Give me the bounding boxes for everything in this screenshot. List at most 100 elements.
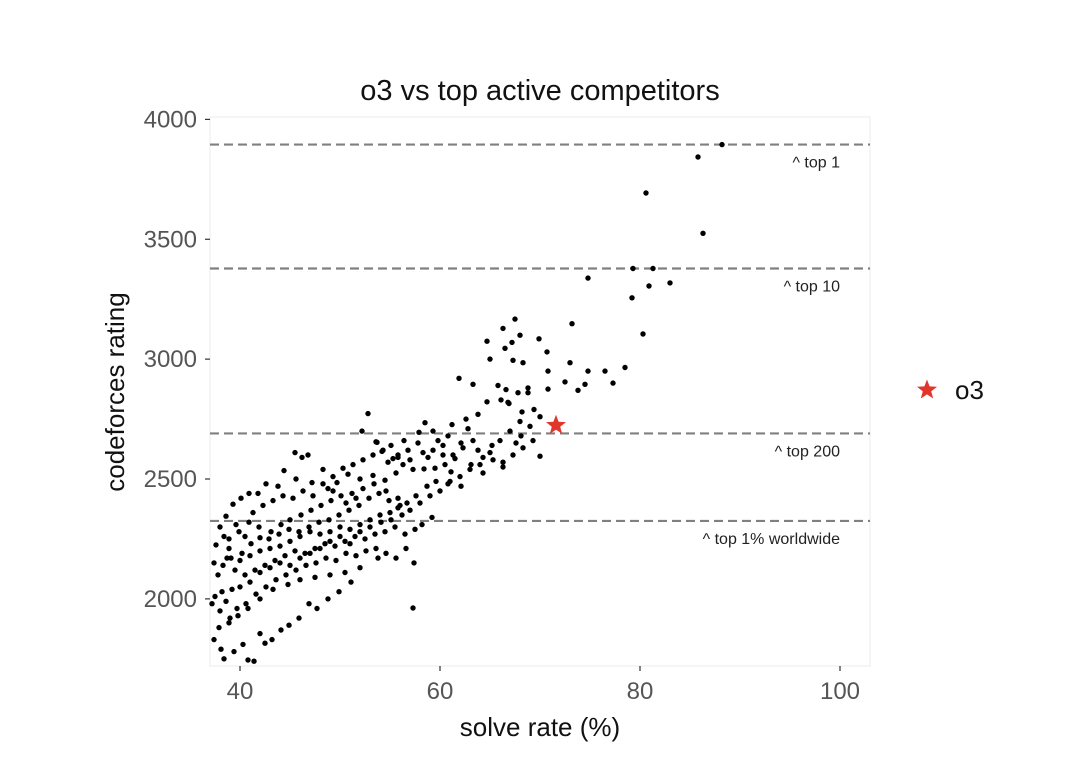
- x-tick-label: 60: [427, 678, 454, 705]
- data-point: [585, 275, 591, 281]
- legend-star-icon: [917, 379, 937, 399]
- data-point: [247, 579, 253, 585]
- data-point: [320, 466, 326, 473]
- data-point: [360, 485, 366, 492]
- data-point: [440, 442, 446, 449]
- x-tick-label: 40: [227, 678, 254, 705]
- data-point: [313, 560, 319, 566]
- data-point: [520, 360, 526, 366]
- data-point: [306, 524, 312, 530]
- data-point: [248, 541, 254, 547]
- data-point: [242, 572, 248, 578]
- data-point: [385, 459, 391, 465]
- data-point: [209, 601, 215, 607]
- data-point: [240, 641, 246, 648]
- data-point: [330, 488, 336, 494]
- data-point: [299, 454, 305, 461]
- data-point: [350, 461, 356, 468]
- data-point: [536, 336, 542, 342]
- data-point: [356, 502, 362, 509]
- data-point: [246, 519, 252, 525]
- data-point: [365, 410, 371, 417]
- data-point: [401, 437, 407, 444]
- data-point: [226, 536, 232, 542]
- data-point: [646, 283, 652, 289]
- data-point: [236, 529, 242, 535]
- data-point: [445, 433, 451, 439]
- data-point: [509, 339, 515, 346]
- data-point: [216, 624, 222, 631]
- data-point: [545, 368, 551, 374]
- data-point: [585, 368, 591, 374]
- data-point: [622, 364, 628, 371]
- data-point: [308, 507, 314, 513]
- data-point: [643, 190, 649, 196]
- data-point: [475, 447, 481, 453]
- data-point: [402, 531, 408, 537]
- data-point: [317, 531, 323, 537]
- data-point: [276, 531, 282, 537]
- data-point: [307, 550, 313, 556]
- data-point: [407, 507, 413, 513]
- data-point: [345, 471, 351, 477]
- data-point: [373, 439, 379, 445]
- data-point: [569, 321, 575, 327]
- data-point: [340, 465, 346, 471]
- data-point: [292, 548, 298, 554]
- data-point: [218, 646, 224, 652]
- data-point: [484, 338, 490, 344]
- reference-line-label: ^ top 1% worldwide: [703, 531, 840, 548]
- data-point: [517, 332, 523, 338]
- data-point: [610, 380, 616, 386]
- data-point: [367, 517, 373, 523]
- data-point: [357, 565, 363, 571]
- data-point: [235, 613, 241, 619]
- data-point: [219, 589, 225, 595]
- data-point: [490, 457, 496, 463]
- data-point: [310, 493, 316, 499]
- data-point: [237, 584, 243, 590]
- data-point: [390, 455, 396, 462]
- data-point: [323, 555, 329, 561]
- data-point: [278, 521, 284, 528]
- data-point: [221, 656, 227, 662]
- data-point: [457, 473, 463, 480]
- data-point: [336, 589, 342, 595]
- data-point: [257, 630, 263, 637]
- data-point: [266, 536, 272, 542]
- data-point: [373, 545, 379, 552]
- data-point: [217, 524, 223, 530]
- data-point: [296, 529, 302, 535]
- data-point: [519, 409, 525, 415]
- data-point: [404, 500, 410, 506]
- data-point: [537, 453, 543, 459]
- data-point: [245, 657, 251, 663]
- data-point: [417, 500, 423, 506]
- data-point: [247, 553, 253, 559]
- data-point: [343, 500, 349, 506]
- data-point: [268, 529, 274, 535]
- data-point: [695, 154, 701, 160]
- data-point: [359, 428, 365, 434]
- data-point: [700, 230, 706, 236]
- data-point: [397, 502, 403, 509]
- data-point: [314, 605, 320, 612]
- data-point: [425, 454, 431, 461]
- data-point: [525, 390, 531, 396]
- data-point: [411, 560, 417, 566]
- data-point: [407, 457, 413, 463]
- data-point: [243, 601, 249, 607]
- data-point: [307, 529, 313, 535]
- data-point: [449, 421, 455, 428]
- data-point: [458, 483, 464, 489]
- chart-title: o3 vs top active competitors: [360, 75, 719, 107]
- y-tick-label: 4000: [144, 106, 197, 133]
- data-point: [405, 447, 411, 453]
- data-point: [537, 414, 543, 420]
- data-point: [477, 461, 483, 468]
- data-point: [257, 596, 263, 602]
- data-point: [545, 386, 551, 392]
- data-point: [582, 381, 588, 387]
- data-point: [226, 545, 232, 552]
- data-point: [332, 543, 338, 549]
